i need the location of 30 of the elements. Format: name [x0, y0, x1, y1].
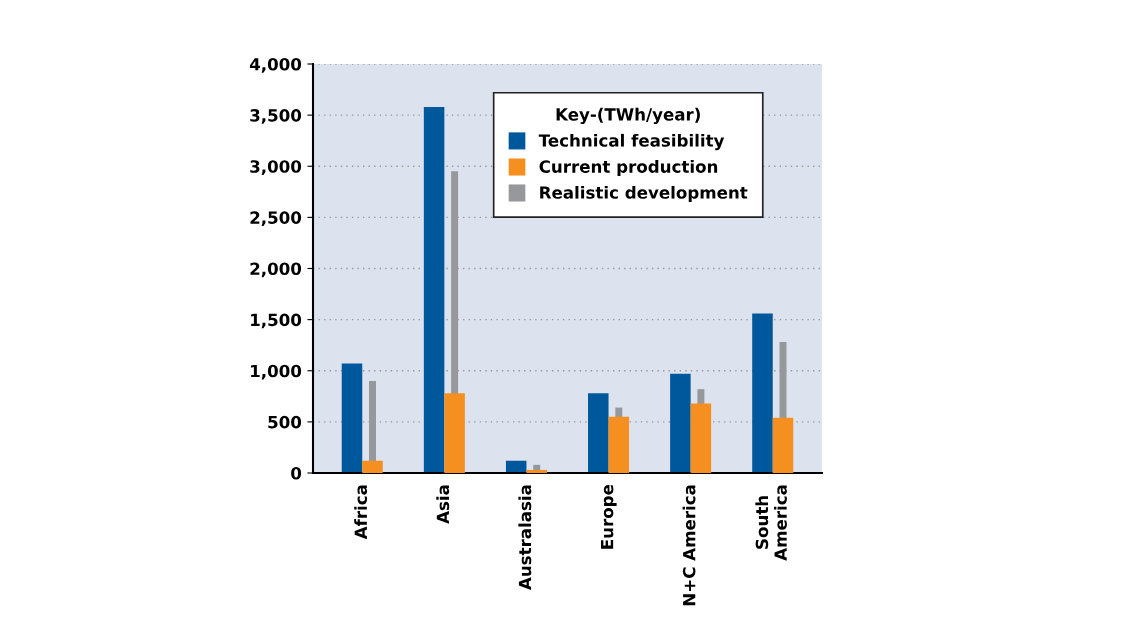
x-tick-label: Africa: [354, 485, 368, 540]
legend-title: Key-(TWh/year): [556, 107, 700, 125]
x-tick-label: South America: [755, 485, 787, 561]
bar: [423, 106, 445, 473]
y-tick-label: 2,000: [250, 262, 302, 278]
bar: [341, 363, 363, 473]
y-tick-label: 4,000: [249, 57, 302, 73]
bar: [752, 313, 773, 473]
y-tick-label: 1,000: [251, 364, 302, 380]
bar: [670, 373, 691, 473]
y-tick-label: 3,000: [250, 160, 302, 175]
legend-label: Realistic development: [540, 185, 748, 203]
bar: [526, 469, 547, 473]
y-tick-label: 1,500: [251, 313, 302, 329]
bar: [362, 460, 383, 473]
x-tick-label: N+C America: [682, 485, 696, 606]
bar: [444, 393, 465, 473]
bar: [772, 417, 794, 473]
legend-label: Current production: [539, 159, 718, 177]
bar: [588, 393, 609, 473]
x-tick-label: Europe: [601, 484, 617, 549]
y-tick-label: 3,500: [250, 109, 302, 124]
x-tick-label: Australasia: [518, 485, 532, 590]
bar: [608, 416, 630, 473]
y-tick-label: 2,500: [250, 211, 302, 227]
y-tick-label: 500: [268, 415, 302, 429]
x-tick-label: Asia: [436, 485, 450, 524]
bar: [690, 403, 712, 473]
y-tick-label: 0: [291, 466, 302, 480]
legend-label: Technical feasibility: [538, 133, 725, 151]
